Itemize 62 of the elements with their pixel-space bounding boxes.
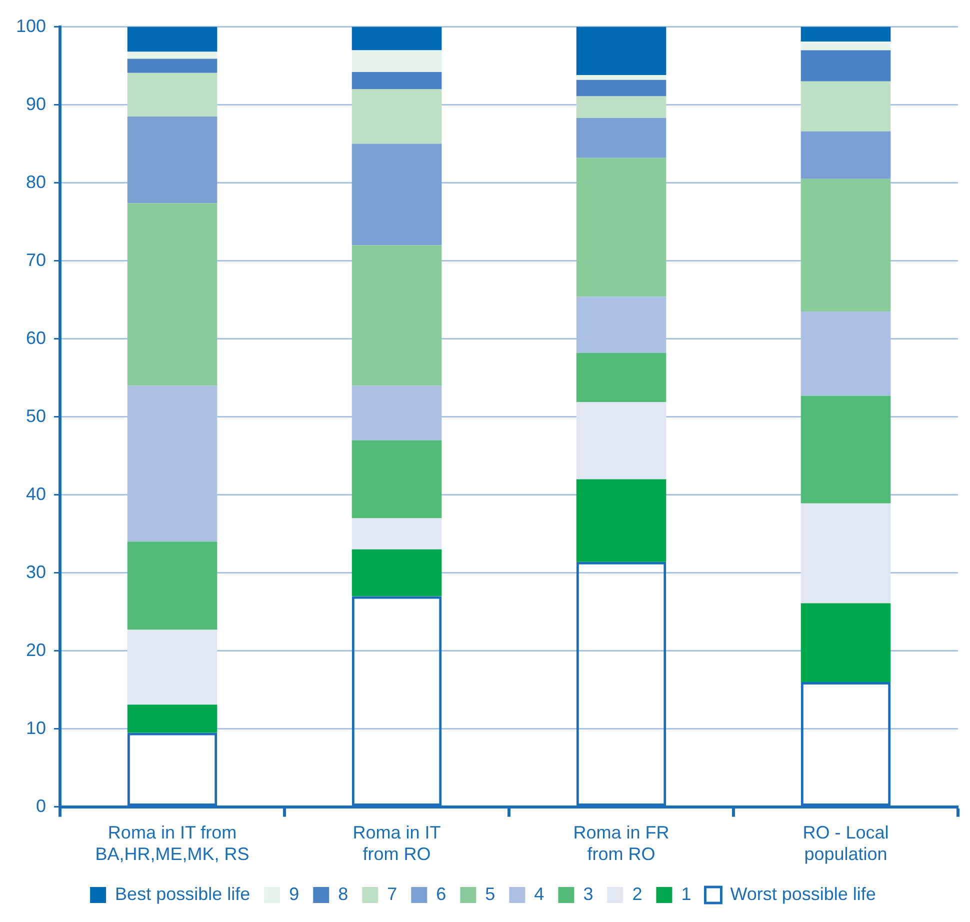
bar — [800, 42, 891, 50]
x-tick-label: RO - Local population — [802, 822, 889, 864]
y-tick-label: 50 — [26, 406, 46, 426]
bar — [352, 72, 442, 90]
x-tick-label: Roma in IT from RO — [352, 822, 441, 864]
bar — [576, 80, 666, 96]
y-tick-label: 80 — [26, 172, 46, 192]
bar — [576, 352, 666, 402]
bar — [127, 203, 218, 386]
bar — [127, 58, 218, 73]
y-tick-label: 20 — [26, 640, 46, 660]
y-tick-label: 40 — [26, 484, 46, 504]
bar — [127, 704, 218, 733]
bar — [127, 72, 218, 116]
bar — [576, 158, 666, 297]
y-tick-label: 70 — [26, 250, 46, 270]
bar — [352, 518, 442, 550]
legend-label: 6 — [436, 884, 446, 904]
bar — [576, 118, 666, 158]
y-tick-label: 10 — [26, 718, 46, 738]
y-tick-label: 30 — [26, 562, 46, 582]
bar — [800, 81, 891, 132]
y-tick-label: 90 — [26, 94, 46, 114]
bar — [800, 178, 891, 312]
y-tick-label: 100 — [16, 16, 46, 36]
bar — [576, 96, 666, 118]
legend-label: 3 — [583, 884, 594, 904]
x-tick-label: Roma in IT from BA,HR,ME,MK, RS — [95, 822, 250, 864]
bar — [352, 440, 442, 518]
bar — [800, 503, 891, 604]
y-tick-label: 60 — [26, 328, 46, 348]
bar — [800, 50, 891, 82]
bar — [352, 89, 442, 144]
bar — [576, 479, 666, 562]
bar — [576, 75, 666, 80]
bar — [352, 26, 442, 50]
bar — [800, 131, 891, 179]
bar — [800, 26, 891, 42]
bar — [352, 50, 442, 72]
bar — [352, 144, 442, 246]
bar — [127, 630, 218, 705]
legend-label: Worst possible life — [730, 884, 876, 904]
legend-label: 5 — [485, 884, 496, 904]
bar — [127, 26, 218, 52]
bar — [576, 402, 666, 480]
legend-label: 9 — [289, 884, 300, 904]
legend-label: Best possible life — [115, 884, 250, 904]
bar — [127, 542, 218, 630]
bar — [576, 26, 666, 76]
legend-label: 7 — [387, 884, 398, 904]
legend-label: 2 — [632, 884, 642, 904]
x-tick-label: Roma in FR from RO — [573, 822, 670, 864]
bar — [127, 52, 218, 59]
bar — [800, 396, 891, 504]
bar — [352, 549, 442, 596]
legend-label: 8 — [338, 884, 348, 904]
bar — [127, 116, 218, 204]
legend-label: 4 — [534, 884, 544, 904]
legend-label: 1 — [681, 884, 692, 904]
y-tick-label: 0 — [36, 796, 46, 816]
bar — [352, 245, 442, 386]
bar — [800, 603, 891, 682]
